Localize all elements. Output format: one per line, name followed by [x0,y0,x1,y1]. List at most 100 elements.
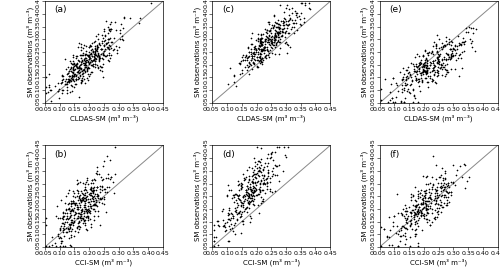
Point [418,214,426,218]
Point [276,26,283,30]
Point [69,199,77,203]
Point [274,29,282,34]
Point [460,161,468,166]
Point [88,64,96,68]
Point [416,89,424,93]
Point [428,220,436,225]
Point [268,169,276,174]
Point [266,51,274,56]
Point [224,82,232,86]
Point [284,18,292,22]
Point [304,6,312,11]
Point [262,191,270,196]
Point [448,51,456,56]
Text: (b): (b) [54,150,67,158]
Point [56,236,64,240]
Point [248,192,256,196]
Point [231,206,239,210]
Point [268,50,276,55]
Point [82,58,90,62]
Point [94,37,102,41]
Point [270,35,278,40]
Point [76,211,84,216]
Point [258,47,266,52]
Point [402,230,409,235]
Point [240,194,248,198]
Point [424,196,432,200]
Point [282,5,290,10]
Point [258,62,266,67]
Point [89,195,97,199]
Point [420,62,428,67]
Point [428,197,436,201]
Point [256,43,264,48]
Point [426,181,434,185]
Point [86,55,94,59]
Point [428,186,436,191]
Point [444,181,452,185]
Point [253,171,261,175]
Point [258,188,266,193]
Point [442,44,450,48]
Point [81,207,89,212]
Point [455,74,463,78]
Point [70,223,78,227]
Point [422,207,430,211]
Point [438,193,446,197]
Point [90,207,98,211]
Point [416,54,424,58]
Point [64,91,72,96]
Point [244,194,252,198]
Point [105,59,113,63]
Point [87,185,95,190]
Point [74,76,82,81]
Point [410,184,418,189]
Point [66,222,74,226]
Point [90,199,98,204]
Point [250,188,258,193]
Point [271,34,279,38]
Point [61,243,69,248]
Point [67,228,75,233]
Point [70,220,78,224]
Y-axis label: SM observations (m³ m⁻³): SM observations (m³ m⁻³) [194,7,201,97]
Point [104,37,112,41]
Point [431,196,439,200]
Point [68,89,76,93]
Point [244,183,252,188]
Point [386,90,394,94]
Point [243,205,251,209]
Point [257,32,265,37]
Point [447,54,455,58]
Point [257,42,265,46]
Point [415,78,423,83]
Point [417,209,425,213]
Point [438,205,446,210]
Point [78,208,86,213]
Point [262,34,270,38]
Point [425,190,433,194]
Point [93,63,101,68]
Point [436,206,444,210]
Point [68,70,76,74]
Point [246,213,254,218]
Point [113,50,121,55]
Point [305,1,313,5]
Point [218,209,226,213]
Point [417,201,425,205]
Point [272,34,280,39]
Point [284,145,292,149]
Point [236,186,244,191]
Point [75,211,83,215]
Point [90,197,98,201]
Point [256,189,264,193]
Point [245,195,253,199]
Point [408,207,416,212]
Point [437,210,445,214]
Point [107,174,115,179]
Point [429,61,437,66]
Point [435,54,443,58]
Point [416,62,424,66]
Point [420,59,428,64]
Point [272,43,280,47]
